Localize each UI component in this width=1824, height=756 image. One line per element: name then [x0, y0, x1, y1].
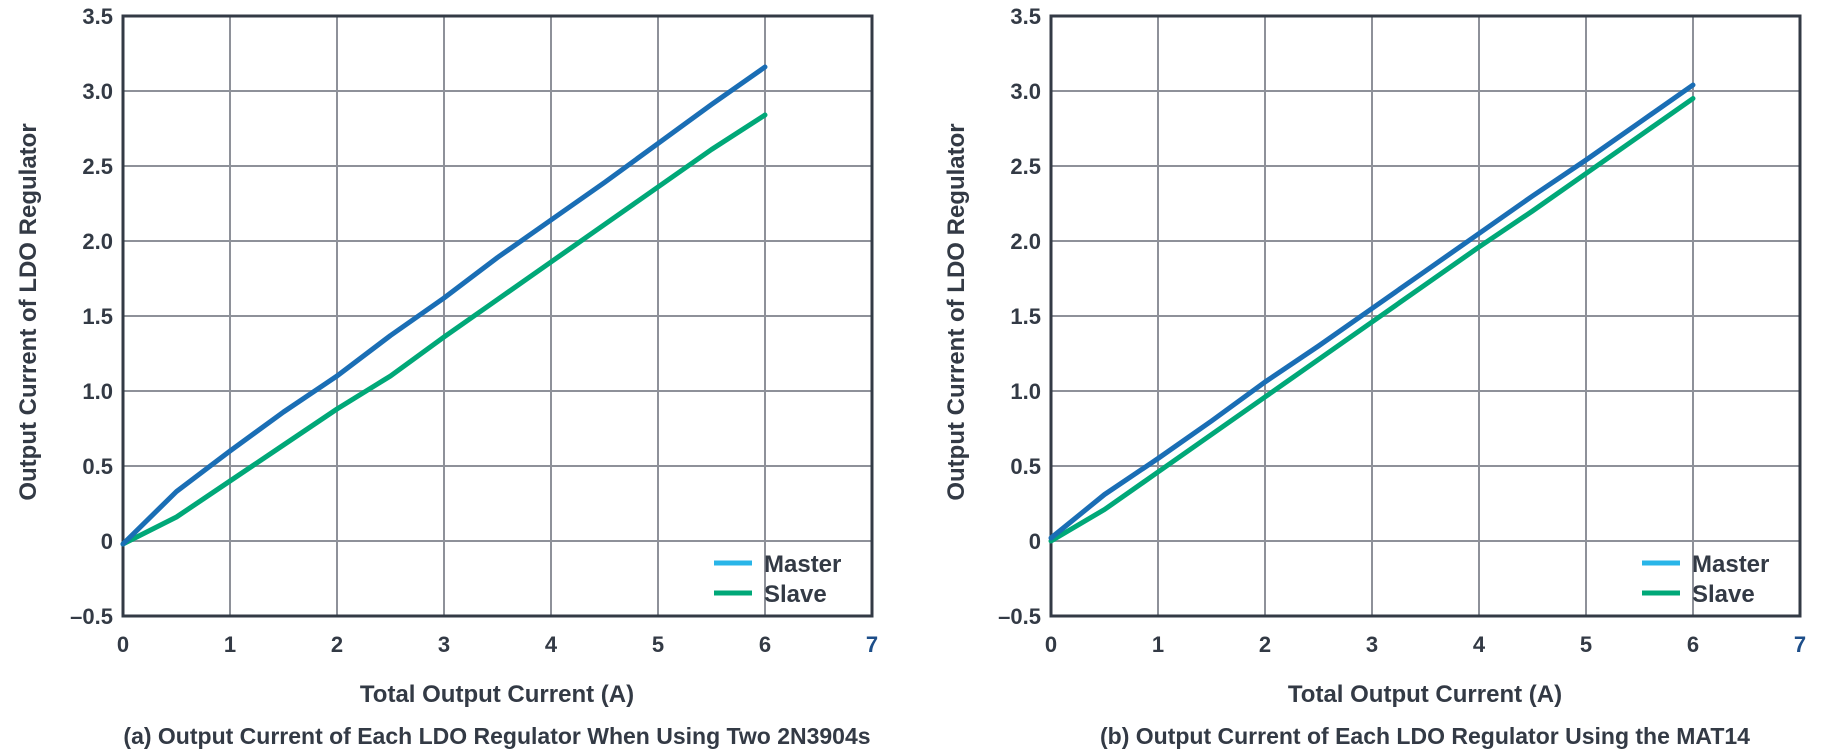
x-axis-title: Total Output Current (A): [1288, 681, 1562, 708]
y-tick-label: 0.5: [1010, 454, 1041, 479]
series-line-master: [120, 64, 768, 547]
x-tick-label: 1: [224, 632, 236, 657]
x-tick-label: 3: [438, 632, 450, 657]
y-tick-label: 1.0: [82, 379, 113, 404]
y-tick-label: 0.5: [82, 454, 113, 479]
y-axis-title: Output Current of LDO Regulator: [943, 123, 970, 500]
x-tick-label: 5: [652, 632, 664, 657]
chart-a: 3.53.02.52.01.51.00.50–0.50 1 2 3 4 5 6 7Total …: [15, 4, 878, 749]
x-tick-label: 2: [331, 632, 343, 657]
y-tick-label: 2.0: [1010, 229, 1041, 254]
legend-label-slave: Slave: [764, 581, 827, 608]
series-line-slave: [120, 112, 768, 547]
y-tick-label: 0: [101, 529, 113, 554]
x-tick-label: 1: [1152, 632, 1164, 657]
y-tick-label: 3.0: [1010, 79, 1041, 104]
y-tick-label: 1.5: [82, 304, 113, 329]
y-tick-label: 3.5: [82, 4, 113, 29]
y-tick-label: 1.0: [1010, 379, 1041, 404]
y-tick-label: 2.5: [1010, 154, 1041, 179]
y-tick-label: –0.5: [70, 604, 113, 629]
y-tick-label: 3.5: [1010, 4, 1041, 29]
chart-b: 3.53.02.52.01.51.00.50–0.50 1 2 3 4 5 6 7Total …: [943, 4, 1806, 749]
x-tick-label: 7: [1794, 632, 1806, 657]
x-tick-label: 2: [1259, 632, 1271, 657]
x-tick-label: 4: [545, 632, 558, 657]
x-tick-label: 5: [1580, 632, 1592, 657]
x-tick-label: 3: [1366, 632, 1378, 657]
y-tick-label: –0.5: [998, 604, 1041, 629]
x-tick-label: 6: [1687, 632, 1699, 657]
plot-frame: [1049, 14, 1802, 618]
legend-label-master: Master: [1692, 551, 1769, 578]
series-line-master: [1048, 82, 1696, 541]
y-tick-label: 1.5: [1010, 304, 1041, 329]
x-tick-label: 0: [1045, 632, 1057, 657]
x-tick-label: 0: [117, 632, 129, 657]
x-tick-label: 7: [866, 632, 878, 657]
x-tick-label: 6: [759, 632, 771, 657]
y-tick-label: 2.0: [82, 229, 113, 254]
y-tick-label: 0: [1029, 529, 1041, 554]
chart-caption: (b) Output Current of Each LDO Regulator…: [1100, 723, 1750, 749]
legend-label-master: Master: [764, 551, 841, 578]
series-line-slave: [1048, 96, 1696, 544]
x-axis-title: Total Output Current (A): [360, 681, 634, 708]
y-tick-label: 2.5: [82, 154, 113, 179]
y-tick-label: 3.0: [82, 79, 113, 104]
legend-label-slave: Slave: [1692, 581, 1755, 608]
chart-caption: (a) Output Current of Each LDO Regulator…: [123, 723, 870, 749]
y-axis-title: Output Current of LDO Regulator: [15, 123, 42, 500]
plot-frame: [121, 14, 874, 618]
x-tick-label: 4: [1473, 632, 1486, 657]
